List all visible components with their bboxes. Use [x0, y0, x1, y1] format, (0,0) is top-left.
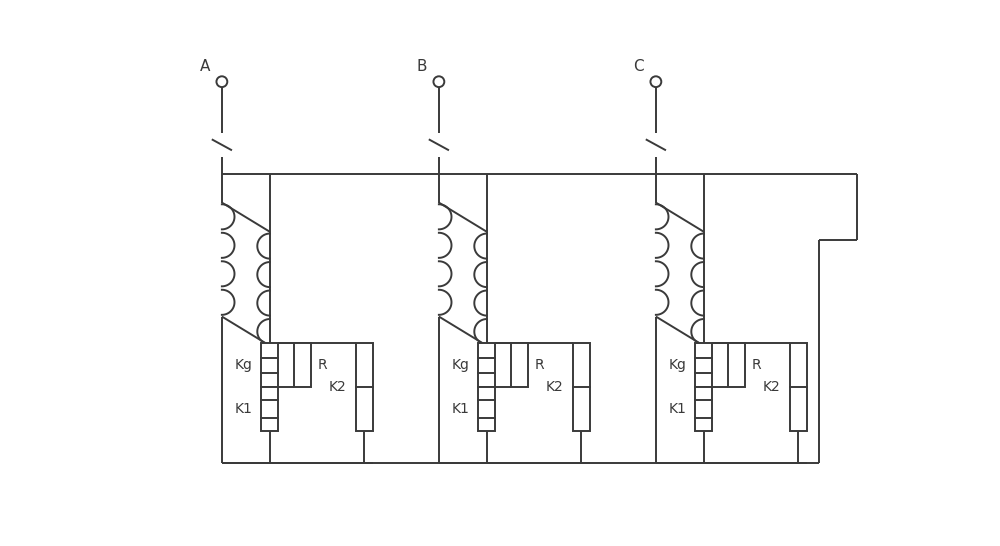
Text: Kg: Kg: [234, 358, 252, 372]
Bar: [356, 343, 373, 430]
Text: K2: K2: [546, 380, 564, 394]
Text: B: B: [417, 59, 427, 74]
Text: K2: K2: [763, 380, 781, 394]
Bar: [790, 343, 807, 430]
Text: K1: K1: [668, 402, 686, 416]
Bar: [695, 343, 712, 387]
Text: K1: K1: [234, 402, 252, 416]
Bar: [573, 343, 590, 430]
Text: R: R: [751, 358, 761, 372]
Bar: [261, 387, 278, 430]
Text: R: R: [534, 358, 544, 372]
Bar: [478, 387, 495, 430]
Bar: [294, 343, 311, 387]
Bar: [728, 343, 745, 387]
Text: R: R: [317, 358, 327, 372]
Bar: [261, 343, 278, 387]
Text: Kg: Kg: [668, 358, 686, 372]
Bar: [478, 343, 495, 387]
Text: Kg: Kg: [451, 358, 469, 372]
Text: A: A: [200, 59, 210, 74]
Text: K2: K2: [329, 380, 347, 394]
Bar: [695, 387, 712, 430]
Text: K1: K1: [451, 402, 469, 416]
Bar: [511, 343, 528, 387]
Text: C: C: [634, 59, 644, 74]
